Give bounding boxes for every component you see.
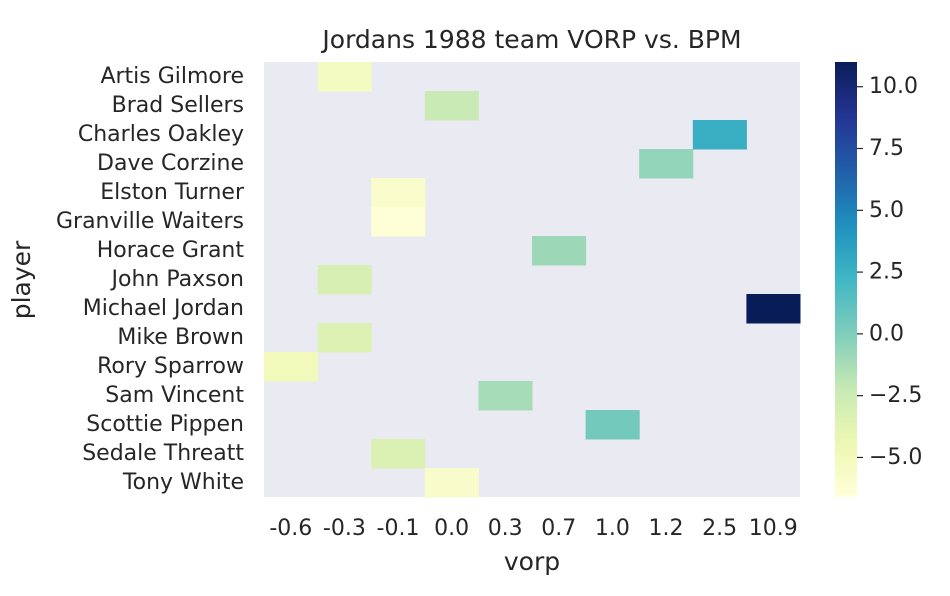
- heatmap-cell: [424, 468, 479, 498]
- x-tick-label: 0.0: [434, 516, 469, 541]
- y-tick-label: Elston Turner: [100, 180, 245, 205]
- x-tick-label: 10.9: [749, 516, 798, 541]
- y-tick-label: Artis Gilmore: [100, 64, 244, 89]
- colorbar-tick-label: 0.0: [869, 321, 904, 346]
- y-tick-label: Scottie Pippen: [86, 412, 244, 437]
- x-tick-label: 0.7: [541, 516, 576, 541]
- x-tick-labels: -0.6 -0.3 -0.1 0.0 0.3 0.7 1.0 1.2 2.5 10.9: [269, 516, 797, 541]
- y-tick-label: Horace Grant: [97, 238, 245, 263]
- heatmap-cell: [585, 410, 640, 440]
- x-tick-label: -0.1: [377, 516, 420, 541]
- heatmap-cell: [371, 439, 426, 469]
- colorbar-tick-label: −2.5: [869, 383, 922, 408]
- colorbar-ticks: −5.0 −2.5 0.0 2.5 5.0 7.5 10.0: [857, 74, 922, 470]
- y-axis-label: player: [7, 240, 36, 319]
- y-tick-label: Michael Jordan: [83, 296, 244, 321]
- x-tick-label: 0.3: [488, 516, 523, 541]
- y-tick-label: Charles Oakley: [78, 122, 244, 147]
- colorbar-tick-label: 2.5: [869, 260, 904, 285]
- colorbar-tick-label: −5.0: [869, 445, 922, 470]
- colorbar: [835, 62, 857, 497]
- chart-title: Jordans 1988 team VORP vs. BPM: [320, 25, 741, 54]
- colorbar-tick-label: 7.5: [869, 136, 904, 161]
- heatmap-cells: [264, 62, 801, 498]
- heatmap-cell: [371, 178, 426, 208]
- y-tick-label: Sam Vincent: [105, 383, 244, 408]
- y-tick-label: Sedale Threatt: [82, 441, 244, 466]
- y-tick-label: Granville Waiters: [56, 209, 244, 234]
- heatmap-cell: [317, 265, 372, 295]
- x-tick-label: 1.2: [649, 516, 684, 541]
- heatmap-cell: [264, 352, 319, 382]
- x-axis-label: vorp: [504, 547, 560, 576]
- heatmap-cell: [317, 62, 372, 92]
- colorbar-tick-label: 10.0: [869, 74, 918, 99]
- y-tick-labels: Artis Gilmore Brad Sellers Charles Oakley D…: [56, 64, 245, 495]
- y-tick-label: Tony White: [122, 470, 244, 495]
- y-tick-label: Dave Corzine: [97, 151, 244, 176]
- colorbar-tick-label: 5.0: [869, 198, 904, 223]
- x-tick-label: 1.0: [595, 516, 630, 541]
- heatmap-cell: [639, 149, 694, 179]
- y-tick-label: Rory Sparrow: [97, 354, 244, 379]
- heatmap-cell: [371, 207, 426, 237]
- y-tick-label: Mike Brown: [117, 325, 244, 350]
- heatmap-cell: [692, 120, 747, 150]
- heatmap-cell: [424, 91, 479, 121]
- x-tick-label: -0.3: [323, 516, 366, 541]
- heatmap-cell: [317, 323, 372, 353]
- heatmap-cell: [746, 294, 801, 324]
- y-tick-label: John Paxson: [110, 267, 244, 292]
- x-tick-label: 2.5: [702, 516, 737, 541]
- y-tick-label: Brad Sellers: [112, 93, 244, 118]
- heatmap-cell: [532, 236, 587, 266]
- heatmap-cell: [478, 381, 533, 411]
- x-tick-label: -0.6: [269, 516, 312, 541]
